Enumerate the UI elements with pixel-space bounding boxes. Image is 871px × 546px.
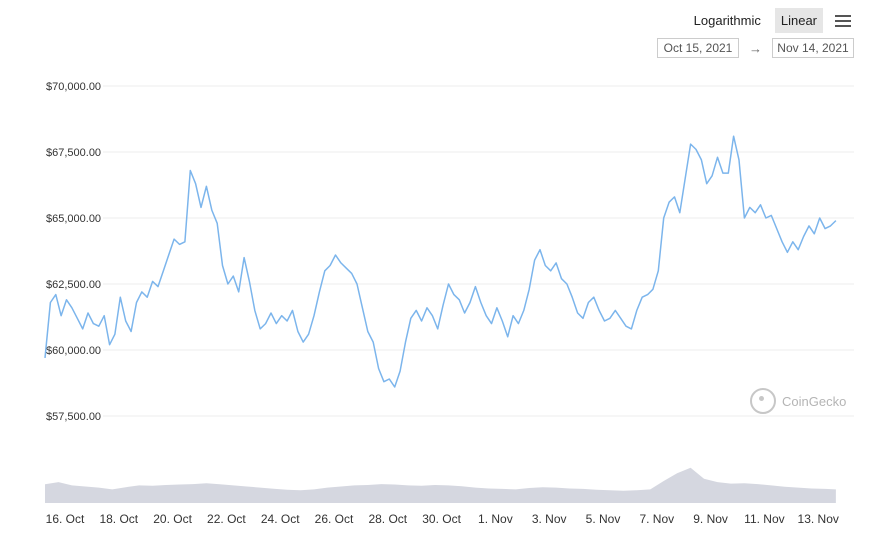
coingecko-watermark: CoinGecko [750, 388, 846, 414]
x-tick-label: 1. Nov [478, 512, 513, 526]
y-tick-label: $60,000.00 [46, 345, 101, 357]
x-tick-label: 13. Nov [798, 512, 839, 526]
x-tick-label: 16. Oct [46, 512, 85, 526]
y-tick-label: $62,500.00 [46, 279, 101, 291]
volume-area [45, 467, 836, 503]
hamburger-menu-icon[interactable] [831, 9, 855, 33]
x-tick-label: 18. Oct [99, 512, 138, 526]
range-to-input[interactable] [772, 38, 854, 58]
chart-toolbar: Logarithmic Linear [688, 8, 855, 33]
x-tick-label: 24. Oct [261, 512, 300, 526]
range-arrow: → [749, 40, 762, 56]
x-tick-label: 20. Oct [153, 512, 192, 526]
y-tick-label: $67,500.00 [46, 147, 101, 159]
y-tick-label: $70,000.00 [46, 81, 101, 93]
y-tick-label: $65,000.00 [46, 213, 101, 225]
x-tick-label: 30. Oct [422, 512, 461, 526]
x-tick-label: 11. Nov [744, 512, 784, 526]
x-tick-label: 3. Nov [532, 512, 567, 526]
price-line [44, 135, 837, 388]
logarithmic-scale-button[interactable]: Logarithmic [688, 8, 767, 33]
x-tick-label: 26. Oct [315, 512, 354, 526]
x-tick-label: 9. Nov [693, 512, 728, 526]
x-tick-label: 22. Oct [207, 512, 246, 526]
x-tick-label: 28. Oct [368, 512, 407, 526]
x-tick-label: 5. Nov [586, 512, 621, 526]
coingecko-logo-icon [750, 388, 776, 414]
date-range: → [657, 38, 854, 58]
watermark-text: CoinGecko [782, 393, 847, 409]
y-tick-label: $57,500.00 [46, 411, 101, 423]
linear-scale-button[interactable]: Linear [774, 8, 823, 33]
range-from-input[interactable] [657, 38, 739, 58]
x-tick-label: 7. Nov [639, 512, 674, 526]
